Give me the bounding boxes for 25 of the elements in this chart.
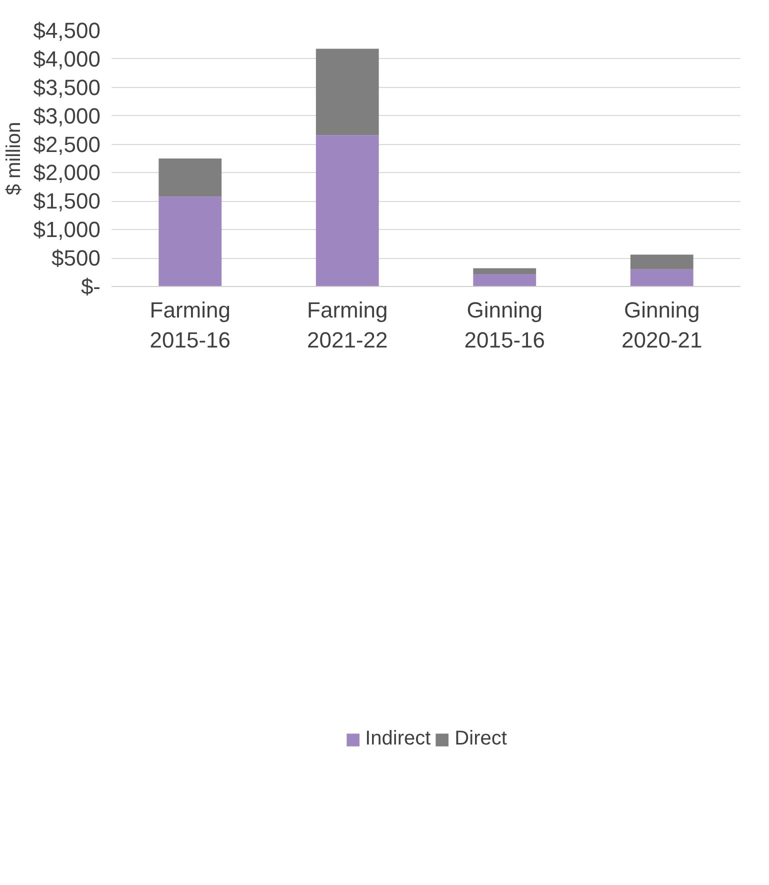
y-axis-title: $ million: [3, 122, 26, 196]
y-tick-label: $3,000: [33, 103, 101, 128]
y-tick-label: $3,500: [33, 74, 101, 100]
y-tick-label: $-: [80, 274, 100, 299]
bar: [473, 274, 536, 286]
y-tick-label: $500: [52, 246, 101, 271]
x-tick-label: Ginning 2015-16: [464, 298, 546, 352]
x-tick-label: Farming 2015-16: [150, 298, 231, 352]
x-tick-label: Ginning 2020-21: [622, 298, 702, 352]
legend-label: Direct: [454, 728, 507, 751]
y-tick-label: $2,000: [33, 160, 101, 186]
bar: [473, 268, 536, 274]
bar: [316, 48, 379, 136]
legend-label: Indirect: [365, 728, 431, 751]
bar: [630, 254, 694, 270]
y-tick-label: $4,000: [33, 46, 101, 72]
y-tick-label: $1,000: [33, 217, 101, 242]
bar: [630, 269, 694, 286]
bar: [158, 158, 222, 197]
y-tick-label: $1,500: [33, 188, 101, 214]
x-tick-label: Farming 2021-22: [307, 298, 388, 352]
bar: [316, 135, 379, 286]
y-tick-label: $2,500: [33, 132, 101, 157]
y-tick-label: $4,500: [33, 18, 101, 43]
bar: [158, 196, 222, 286]
